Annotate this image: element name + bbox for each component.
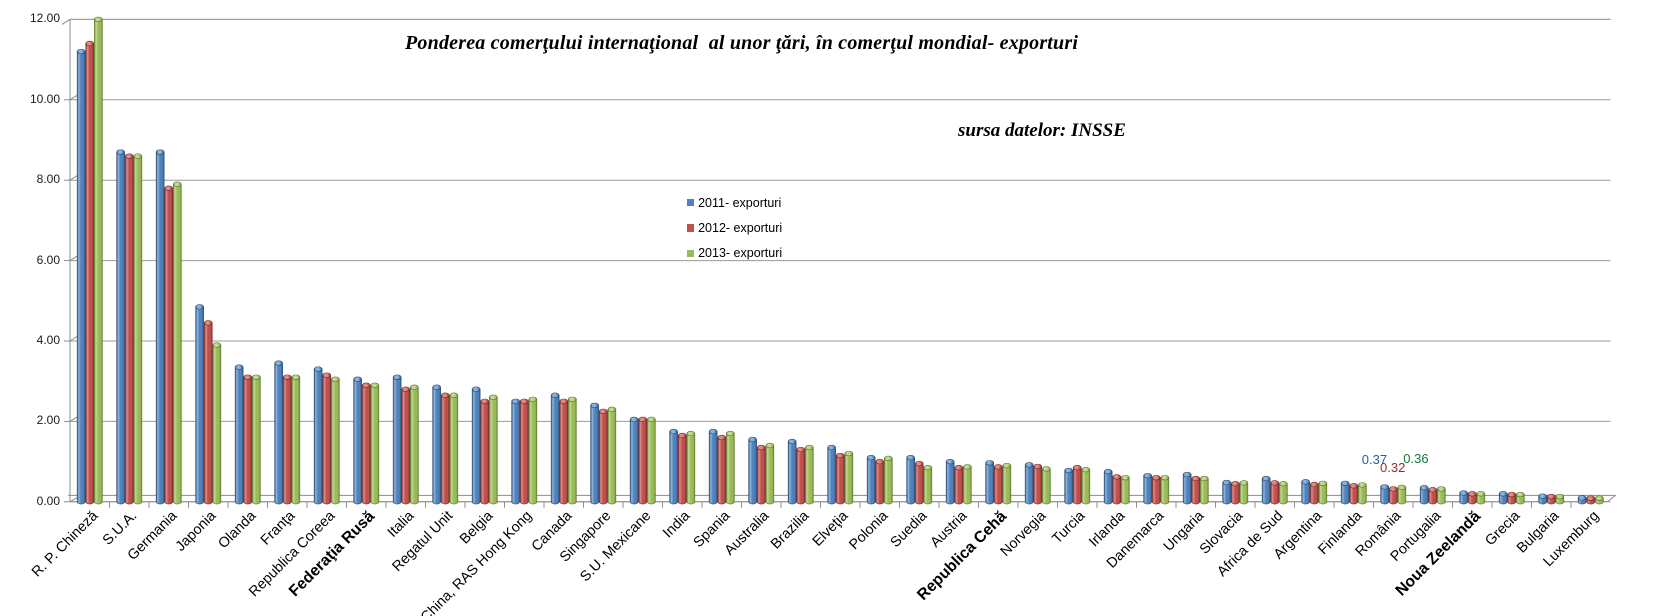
svg-text:0.32: 0.32 — [1380, 460, 1405, 475]
svg-text:0.36: 0.36 — [1403, 451, 1428, 466]
